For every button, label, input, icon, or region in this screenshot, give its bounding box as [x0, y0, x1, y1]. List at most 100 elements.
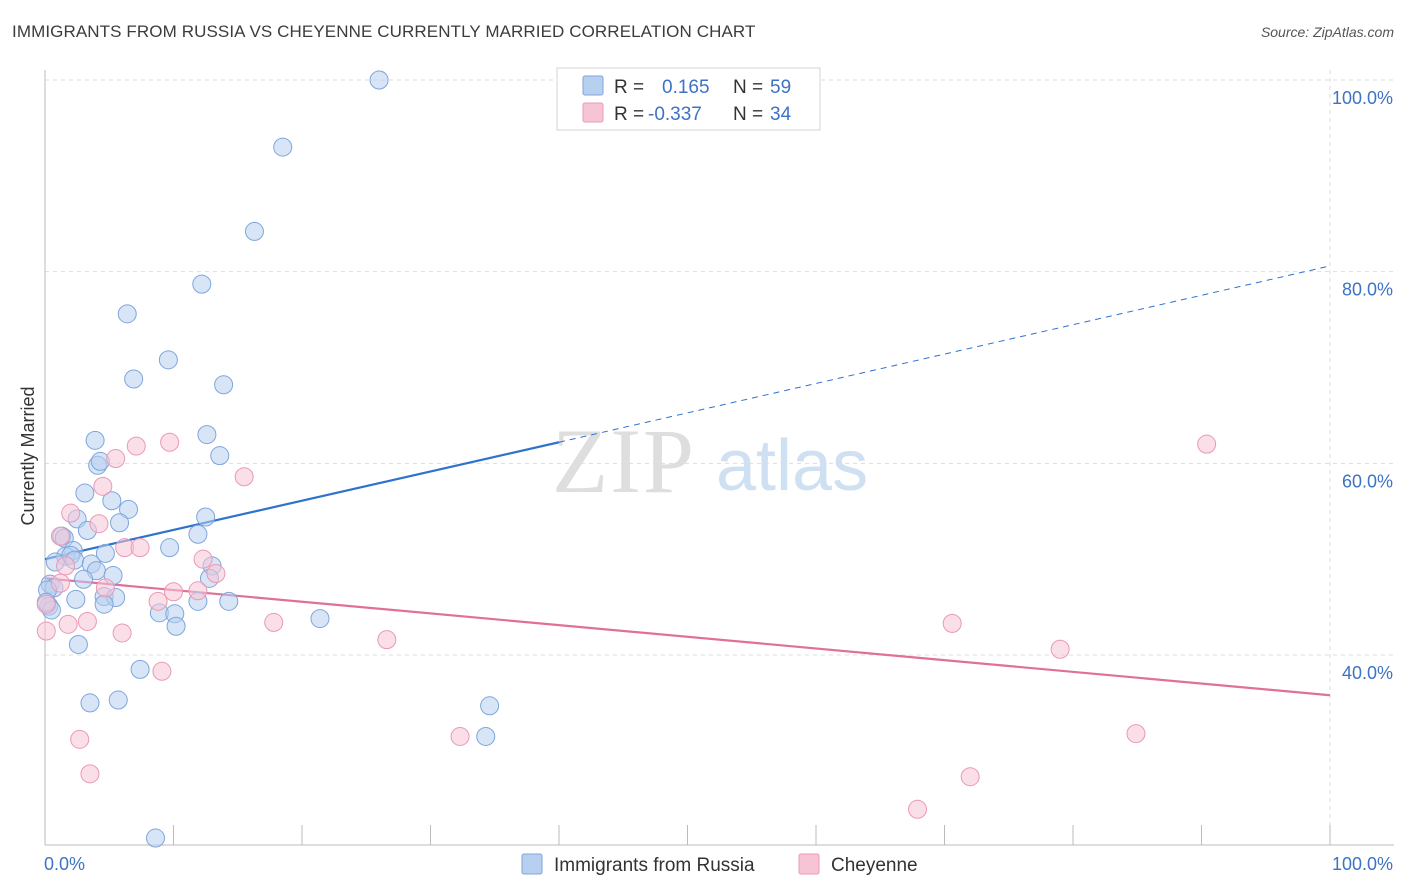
data-point-pink: [450, 726, 470, 746]
data-point-pink: [942, 613, 962, 633]
legend-top-n-value: 59: [770, 77, 791, 98]
data-point-blue: [158, 350, 178, 370]
tick-labels: 40.0% 60.0% 80.0% 100.0% 0.0% 100.0%: [44, 88, 1393, 874]
data-point-blue: [196, 507, 216, 527]
data-point-pink: [188, 581, 208, 601]
data-point-pink: [126, 436, 146, 456]
data-point-blue: [95, 543, 115, 563]
data-point-blue: [119, 499, 139, 519]
legend-label-russia: Immigrants from Russia: [554, 855, 755, 876]
data-point-pink: [234, 467, 254, 487]
x-tick-label: 0.0%: [44, 854, 85, 874]
data-point-pink: [1126, 724, 1146, 744]
data-point-blue: [74, 569, 94, 589]
data-point-blue: [219, 591, 239, 611]
legend-top-swatch-blue: [582, 75, 604, 96]
data-point-blue: [166, 616, 186, 636]
legend-top-r-label: R =: [614, 77, 644, 98]
trend-line-pink: [44, 577, 1331, 697]
data-point-blue: [214, 375, 234, 395]
data-point-pink: [50, 526, 70, 546]
data-point-pink: [1197, 434, 1217, 454]
data-point-blue: [369, 70, 389, 90]
data-point-pink: [50, 573, 70, 593]
data-point-pink: [206, 564, 226, 584]
data-point-blue: [210, 446, 230, 466]
data-point-pink: [264, 612, 284, 632]
data-point-blue: [85, 430, 105, 450]
legend-top-r-label: R =: [614, 104, 644, 125]
x-tick-label: 100.0%: [1332, 854, 1393, 874]
data-point-pink: [36, 594, 56, 614]
axes: [44, 70, 1394, 846]
data-point-pink: [377, 630, 397, 650]
source-credit: Source: ZipAtlas.com: [1260, 24, 1394, 40]
data-point-pink: [112, 623, 132, 643]
data-point-blue: [476, 726, 496, 746]
data-point-blue: [188, 524, 208, 544]
data-point-blue: [94, 594, 114, 614]
data-point-pink: [56, 556, 76, 576]
legend-top-r-value: -0.337: [648, 104, 702, 125]
legend-top-n-label: N =: [733, 77, 763, 98]
data-point-blue: [75, 483, 95, 503]
data-point-pink: [1050, 639, 1070, 659]
data-point-blue: [273, 137, 293, 157]
legend-top-r-value: 0.165: [662, 77, 710, 98]
data-point-pink: [36, 621, 56, 641]
data-point-blue: [117, 304, 137, 324]
trend-line-blue: [44, 441, 560, 561]
data-point-blue: [310, 609, 330, 629]
data-point-pink: [130, 538, 150, 558]
data-point-pink: [152, 661, 172, 681]
data-point-blue: [146, 828, 166, 848]
data-point-blue: [197, 425, 217, 445]
data-point-blue: [192, 274, 212, 294]
watermark-atlas: atlas: [716, 426, 868, 506]
legend-top: R = 0.165 N = 59 R = -0.337 N = 34: [556, 67, 821, 131]
data-point-pink: [160, 432, 180, 452]
data-point-blue: [480, 696, 500, 716]
data-point-pink: [148, 591, 168, 611]
data-point-blue: [108, 690, 128, 710]
legend-top-swatch-pink: [582, 102, 604, 123]
data-point-blue: [90, 451, 110, 471]
y-tick-label: 60.0%: [1342, 471, 1393, 491]
legend-top-n-value: 34: [770, 104, 792, 125]
watermark: ZIP atlas: [552, 410, 868, 512]
legend-swatch-cheyenne: [798, 853, 820, 875]
legend-top-n-label: N =: [733, 104, 763, 125]
data-point-pink: [95, 578, 115, 598]
trend-lines: [44, 265, 1331, 697]
data-point-pink: [960, 767, 980, 787]
data-point-pink: [61, 503, 81, 523]
y-tick-label: 100.0%: [1332, 88, 1393, 108]
data-point-blue: [130, 659, 150, 679]
data-point-pink: [908, 799, 928, 819]
data-point-blue: [160, 538, 180, 558]
data-point-blue: [102, 491, 122, 511]
chart-title: IMMIGRANTS FROM RUSSIA VS CHEYENNE CURRE…: [12, 22, 756, 41]
data-point-pink: [93, 476, 113, 496]
data-point-blue: [68, 634, 88, 654]
watermark-zip: ZIP: [552, 410, 696, 512]
data-point-pink: [80, 764, 100, 784]
legend-swatch-russia: [521, 853, 543, 875]
data-point-blue: [66, 589, 86, 609]
data-point-pink: [70, 729, 90, 749]
data-point-pink: [106, 449, 126, 469]
data-point-blue: [124, 369, 144, 389]
y-axis-label: Currently Married: [18, 386, 38, 525]
data-point-pink: [193, 549, 213, 569]
data-point-pink: [89, 514, 109, 534]
data-point-blue: [80, 693, 100, 713]
data-point-pink: [77, 611, 97, 631]
data-point-blue: [110, 513, 130, 533]
data-point-pink: [58, 614, 78, 634]
legend-label-cheyenne: Cheyenne: [831, 855, 918, 876]
y-tick-label: 80.0%: [1342, 280, 1393, 300]
y-tick-label: 40.0%: [1342, 663, 1393, 683]
data-points: [36, 70, 1217, 848]
data-point-blue: [244, 221, 264, 241]
